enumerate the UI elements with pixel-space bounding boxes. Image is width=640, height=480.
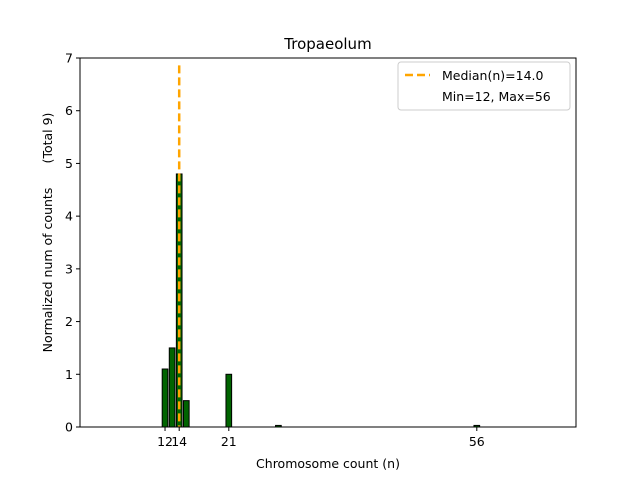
legend: Median(n)=14.0 Min=12, Max=56 (397, 61, 571, 111)
x-axis-label: Chromosome count (n) (256, 456, 400, 471)
y-tick-label-6: 6 (65, 103, 73, 118)
y-tick-label-4: 4 (65, 209, 73, 224)
y-tick-label-0: 0 (65, 420, 73, 435)
chart-title: Tropaeolum (283, 35, 371, 53)
y-axis-total-note: (Total 9) (40, 113, 55, 164)
bar-n-15 (182, 400, 190, 428)
y-axis-label: Normalized num of counts (40, 188, 55, 353)
y-tick-label-7: 7 (65, 51, 73, 66)
x-tick-label-56: 56 (469, 434, 485, 449)
y-tick-label-2: 2 (65, 314, 73, 329)
legend-box (397, 61, 571, 111)
legend-median-label: Median(n)=14.0 (442, 68, 543, 83)
x-tick-label-12: 12 (157, 434, 173, 449)
x-tick-label-14: 14 (171, 434, 187, 449)
y-tick-label-1: 1 (65, 367, 73, 382)
bar-n-12 (161, 368, 169, 428)
bar-n-13 (168, 347, 176, 428)
y-tick-label-5: 5 (65, 156, 73, 171)
y-tick-label-3: 3 (65, 261, 73, 276)
axes-frame (79, 57, 577, 428)
legend-minmax-label: Min=12, Max=56 (442, 89, 551, 104)
x-tick-label-21: 21 (221, 434, 237, 449)
bar-n-21 (225, 373, 233, 428)
